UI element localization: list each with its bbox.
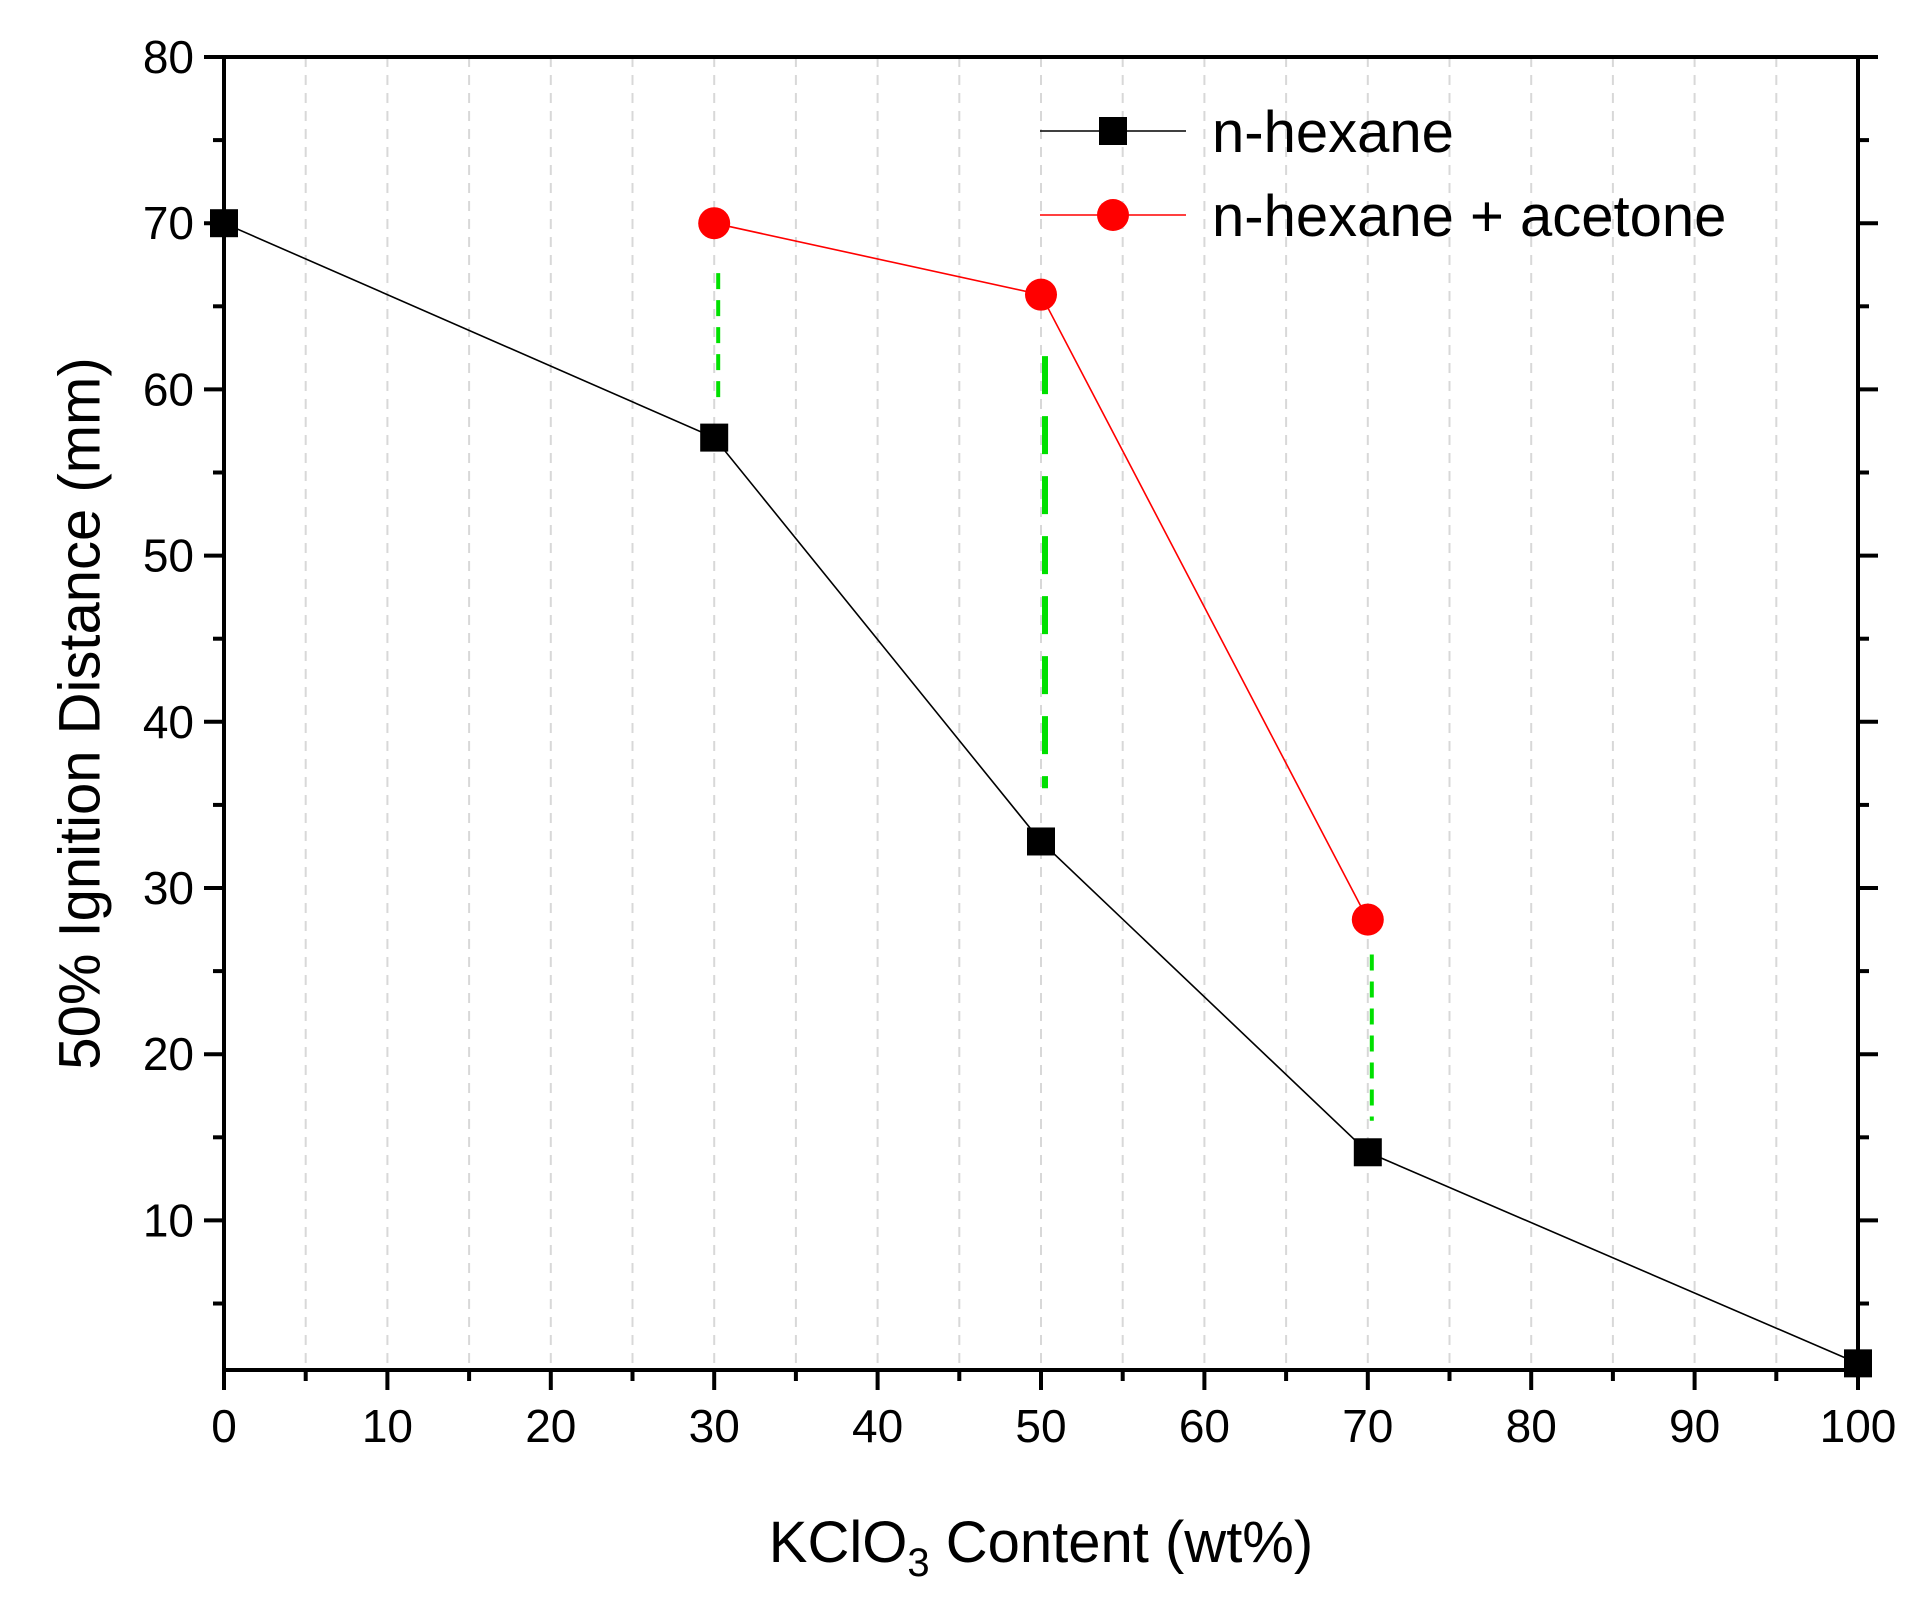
y-tick-label-80: 80 xyxy=(143,31,194,83)
x-tick-label-90: 90 xyxy=(1669,1400,1720,1452)
y-tick-label-10: 10 xyxy=(143,1194,194,1246)
legend-entry-n-hexane-acetone: n-hexane + acetone xyxy=(1040,184,1726,249)
x-axis-title-suffix: Content (wt%) xyxy=(930,1510,1314,1575)
legend-label: n-hexane + acetone xyxy=(1212,184,1726,249)
x-axis-title-subscript: 3 xyxy=(907,1541,929,1585)
legend-entry-n-hexane: n-hexane xyxy=(1040,100,1454,165)
y-tick-label-70: 70 xyxy=(143,197,194,249)
ticks-layer: 0 10 20 30 40 50 60 70 80 90 100 10 20 30 40 50 60 70 80 xyxy=(143,31,1897,1452)
grid-layer xyxy=(304,57,1778,1370)
data-point-square-70 xyxy=(1353,1138,1382,1167)
legend-label: n-hexane xyxy=(1212,100,1454,165)
y-tick-label-20: 20 xyxy=(143,1028,194,1080)
x-tick-label-60: 60 xyxy=(1179,1400,1230,1452)
y-tick-label-60: 60 xyxy=(143,363,194,415)
legend-marker-square xyxy=(1099,117,1127,145)
y-tick-label-50: 50 xyxy=(143,530,194,582)
x-axis-title-prefix: KClO xyxy=(769,1510,908,1575)
legend: n-hexane n-hexane + acetone xyxy=(1040,100,1726,249)
x-tick-label-30: 30 xyxy=(689,1400,740,1452)
y-tick-label-40: 40 xyxy=(143,696,194,748)
x-tick-label-70: 70 xyxy=(1342,1400,1393,1452)
data-point-square-50 xyxy=(1027,827,1055,856)
x-tick-label-40: 40 xyxy=(852,1400,903,1452)
x-tick-label-100: 100 xyxy=(1820,1400,1897,1452)
data-point-circle-30 xyxy=(698,207,731,240)
data-point-circle-50 xyxy=(1025,278,1057,311)
x-axis-title: KClO3 Content (wt%) xyxy=(769,1510,1313,1585)
x-tick-label-20: 20 xyxy=(525,1400,576,1452)
legend-marker-circle xyxy=(1097,199,1129,231)
x-tick-label-80: 80 xyxy=(1506,1400,1557,1452)
data-point-square-30 xyxy=(700,423,729,452)
x-tick-label-0: 0 xyxy=(211,1400,237,1452)
y-tick-label-30: 30 xyxy=(143,862,194,914)
x-tick-label-50: 50 xyxy=(1015,1400,1066,1452)
data-point-circle-70 xyxy=(1351,903,1384,936)
series-n-hexane-acetone xyxy=(698,207,1384,936)
y-axis-title: 50% Ignition Distance (mm) xyxy=(48,357,113,1069)
annotation-layer xyxy=(716,273,1374,1121)
x-tick-label-10: 10 xyxy=(362,1400,413,1452)
